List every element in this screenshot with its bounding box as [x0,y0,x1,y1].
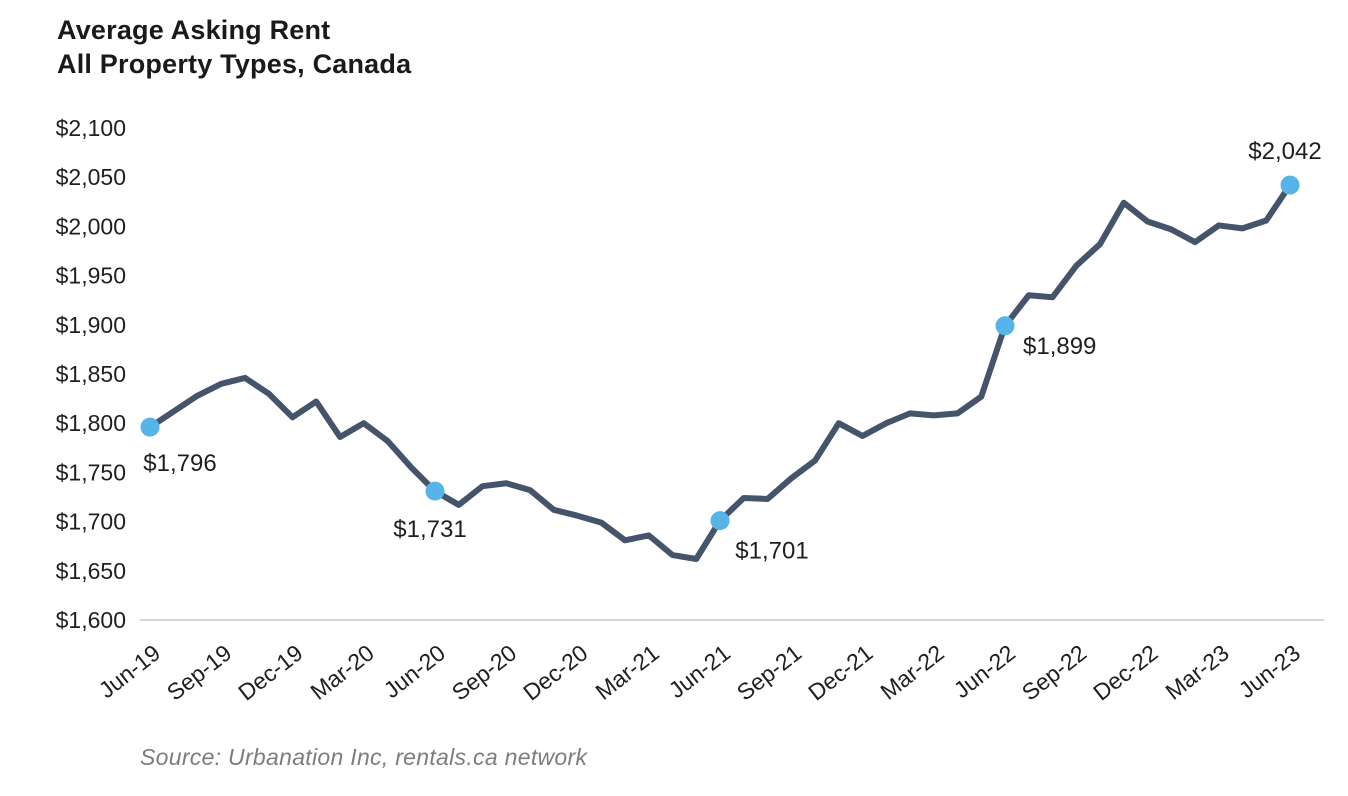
source-attribution: Source: Urbanation Inc, rentals.ca netwo… [140,744,588,770]
x-axis-label: Mar-23 [1160,639,1233,704]
y-axis-label: $1,900 [56,312,126,338]
x-axis-label: Sep-22 [1017,639,1091,705]
y-axis-label: $2,050 [56,164,126,190]
x-axis-label: Dec-20 [518,639,592,705]
data-point-label-jun-20: $1,731 [393,516,466,543]
chart-title: Average Asking Rent All Property Types, … [57,14,411,82]
data-point-marker-jun-23 [1280,175,1300,195]
data-point-marker-jun-20 [425,481,445,501]
y-axis-label: $1,800 [56,410,126,436]
rent-series-line [147,182,1293,562]
y-axis-label: $2,000 [56,213,126,239]
data-point-label-jun-19: $1,796 [143,450,216,477]
x-axis-label: Dec-19 [233,639,307,705]
x-axis-label: Dec-22 [1088,639,1162,705]
x-axis-label: Jun-22 [949,639,1020,703]
data-point-marker-jun-19 [140,417,160,437]
y-axis-label: $1,600 [56,607,126,633]
chart-title-line2: All Property Types, Canada [57,48,412,79]
x-axis-label: Sep-19 [162,639,236,705]
x-axis-label: Jun-23 [1234,639,1305,703]
data-point-label-jun-23: $2,042 [1248,138,1321,165]
y-axis-label: $1,850 [56,361,126,387]
rent-line-chart: $2,100 $2,050 $2,000 $1,950 $1,900 $1,850 $1,8… [56,115,1324,706]
x-axis-label: Sep-20 [447,639,521,705]
y-axis-label: $1,700 [56,509,126,535]
data-point-label-jun-22: $1,899 [1023,333,1096,360]
x-axis-label: Mar-20 [305,639,378,704]
chart-title-line1: Average Asking Rent [57,15,331,45]
y-axis-label: $1,750 [56,459,126,485]
y-axis-label: $2,100 [56,115,126,141]
x-axis-label: Jun-19 [94,639,165,703]
data-point-marker-jun-21 [710,511,730,531]
x-axis-label: Sep-21 [732,639,806,705]
y-axis-label: $1,950 [56,263,126,289]
x-axis-label: Dec-21 [803,639,877,705]
data-point-label-jun-21: $1,701 [735,538,808,565]
x-axis-label: Mar-21 [590,639,663,704]
y-axis-label: $1,650 [56,558,126,584]
x-axis-label: Jun-21 [664,639,735,703]
x-axis-label: Jun-20 [379,639,450,703]
data-point-marker-jun-22 [995,316,1015,336]
x-axis-label: Mar-22 [875,639,948,704]
